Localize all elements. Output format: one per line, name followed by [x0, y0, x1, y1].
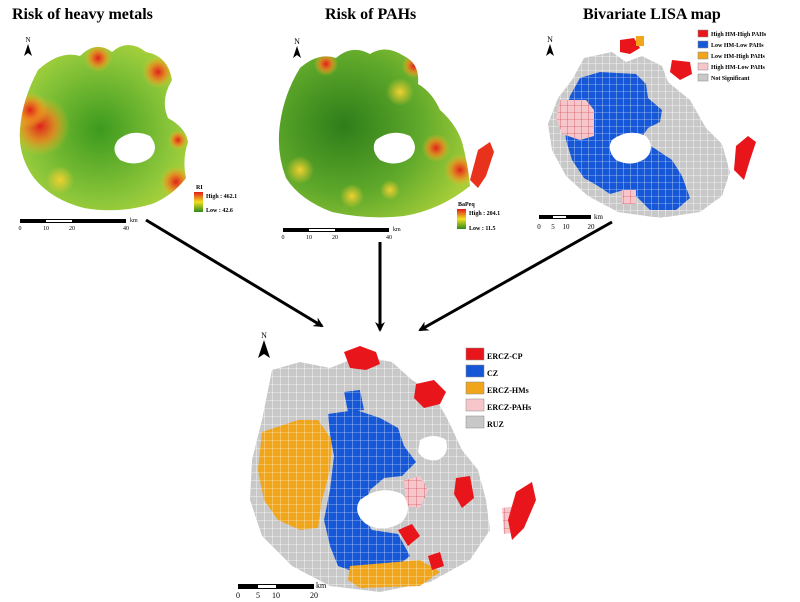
svg-text:Low : 42.6: Low : 42.6	[206, 208, 233, 214]
zones-legend-item-swatch	[465, 347, 485, 361]
lisa-legend-item-label: High HM-Low PAHs	[711, 65, 766, 71]
lisa-legend-item-swatch	[697, 29, 709, 38]
pahs-map: N BaPeq High : 204.1 Low : 11.5 0 10 20 …	[278, 37, 500, 241]
zones-map: N ERCZ-CP CZ ERCZ-HMs ERCZ-PAHs RUZ 0 5 10 2…	[236, 331, 536, 600]
svg-text:0: 0	[282, 235, 285, 241]
svg-text:10: 10	[272, 591, 280, 600]
svg-text:20: 20	[588, 223, 596, 231]
lisa-legend-item-swatch	[697, 62, 709, 71]
lisa-legend-item-label: High HM-High PAHs	[711, 32, 767, 38]
svg-text:High : 462.1: High : 462.1	[206, 194, 237, 200]
zones-legend: ERCZ-CP CZ ERCZ-HMs ERCZ-PAHs RUZ	[465, 347, 531, 429]
lisa-scale-bar: 0 5 10 20 km	[537, 213, 603, 231]
zones-legend-item-swatch	[465, 364, 485, 378]
svg-text:20: 20	[310, 591, 318, 600]
lisa-legend-item-swatch	[697, 73, 709, 82]
svg-text:km: km	[130, 218, 138, 224]
svg-text:10: 10	[306, 235, 312, 241]
lisa-legend-item-swatch	[697, 51, 709, 60]
zones-legend-item-label: RUZ	[487, 420, 504, 429]
svg-text:Low : 11.5: Low : 11.5	[469, 226, 496, 232]
svg-text:BaPeq: BaPeq	[458, 202, 475, 208]
svg-text:10: 10	[43, 226, 49, 232]
arrow-from-heavy-metals	[145, 218, 324, 328]
lisa-legend-item-label: Not Significant	[711, 76, 750, 82]
pahs-legend: BaPeq High : 204.1 Low : 11.5	[457, 202, 500, 232]
svg-text:0: 0	[537, 223, 541, 231]
svg-text:N: N	[547, 35, 553, 44]
svg-text:km: km	[316, 581, 327, 590]
north-arrow-icon: N	[24, 36, 32, 56]
svg-text:RI: RI	[196, 185, 203, 191]
heavy-metals-map: N RI High : 462.1 Low : 42.6 0 10 20 40 …	[19, 36, 238, 232]
zones-legend-item-label: ERCZ-CP	[487, 352, 523, 361]
title-lisa: Bivariate LISA map	[583, 6, 721, 23]
svg-text:10: 10	[563, 223, 571, 231]
flow-arrows	[145, 218, 613, 332]
zones-legend-item-label: ERCZ-PAHs	[487, 403, 531, 412]
svg-text:km: km	[594, 213, 604, 221]
lisa-legend-item-swatch	[697, 40, 709, 49]
zones-legend-item-label: ERCZ-HMs	[487, 386, 529, 395]
svg-text:0: 0	[19, 226, 22, 232]
north-arrow-icon: N	[258, 331, 270, 358]
north-arrow-icon: N	[293, 37, 301, 58]
svg-text:40: 40	[123, 226, 129, 232]
lisa-legend: High HM-High PAHs Low HM-Low PAHs Low HM-H…	[697, 29, 767, 82]
zones-legend-item-label: CZ	[487, 369, 498, 378]
north-arrow-icon: N	[546, 35, 554, 56]
lisa-legend-item-label: Low HM-Low PAHs	[711, 43, 764, 49]
lisa-legend-item-label: Low HM-High PAHs	[711, 54, 766, 60]
svg-text:5: 5	[256, 591, 260, 600]
svg-text:20: 20	[69, 226, 75, 232]
zones-legend-item-swatch	[465, 381, 485, 395]
zones-scale-bar: 0 5 10 20 km	[236, 581, 327, 600]
arrow-from-lisa	[418, 220, 613, 332]
svg-text:N: N	[261, 331, 267, 340]
hm-legend: RI High : 462.1 Low : 42.6	[194, 185, 237, 214]
svg-text:N: N	[294, 37, 300, 46]
svg-text:High : 204.1: High : 204.1	[469, 211, 500, 217]
hm-scale-bar: 0 10 20 40 km	[19, 218, 139, 232]
svg-text:5: 5	[551, 223, 555, 231]
zones-legend-item-swatch	[465, 398, 485, 412]
svg-text:N: N	[25, 36, 30, 44]
svg-text:km: km	[393, 227, 401, 233]
svg-text:40: 40	[386, 235, 392, 241]
svg-text:0: 0	[236, 591, 240, 600]
title-pahs: Risk of PAHs	[325, 6, 417, 23]
lisa-map: N High HM-High PAHs Low HM-Low PAHs Low HM…	[537, 29, 767, 231]
title-heavy-metals: Risk of heavy metals	[12, 6, 153, 23]
pahs-scale-bar: 0 10 20 40 km	[282, 227, 402, 241]
zones-legend-item-swatch	[465, 415, 485, 429]
svg-text:20: 20	[332, 235, 338, 241]
